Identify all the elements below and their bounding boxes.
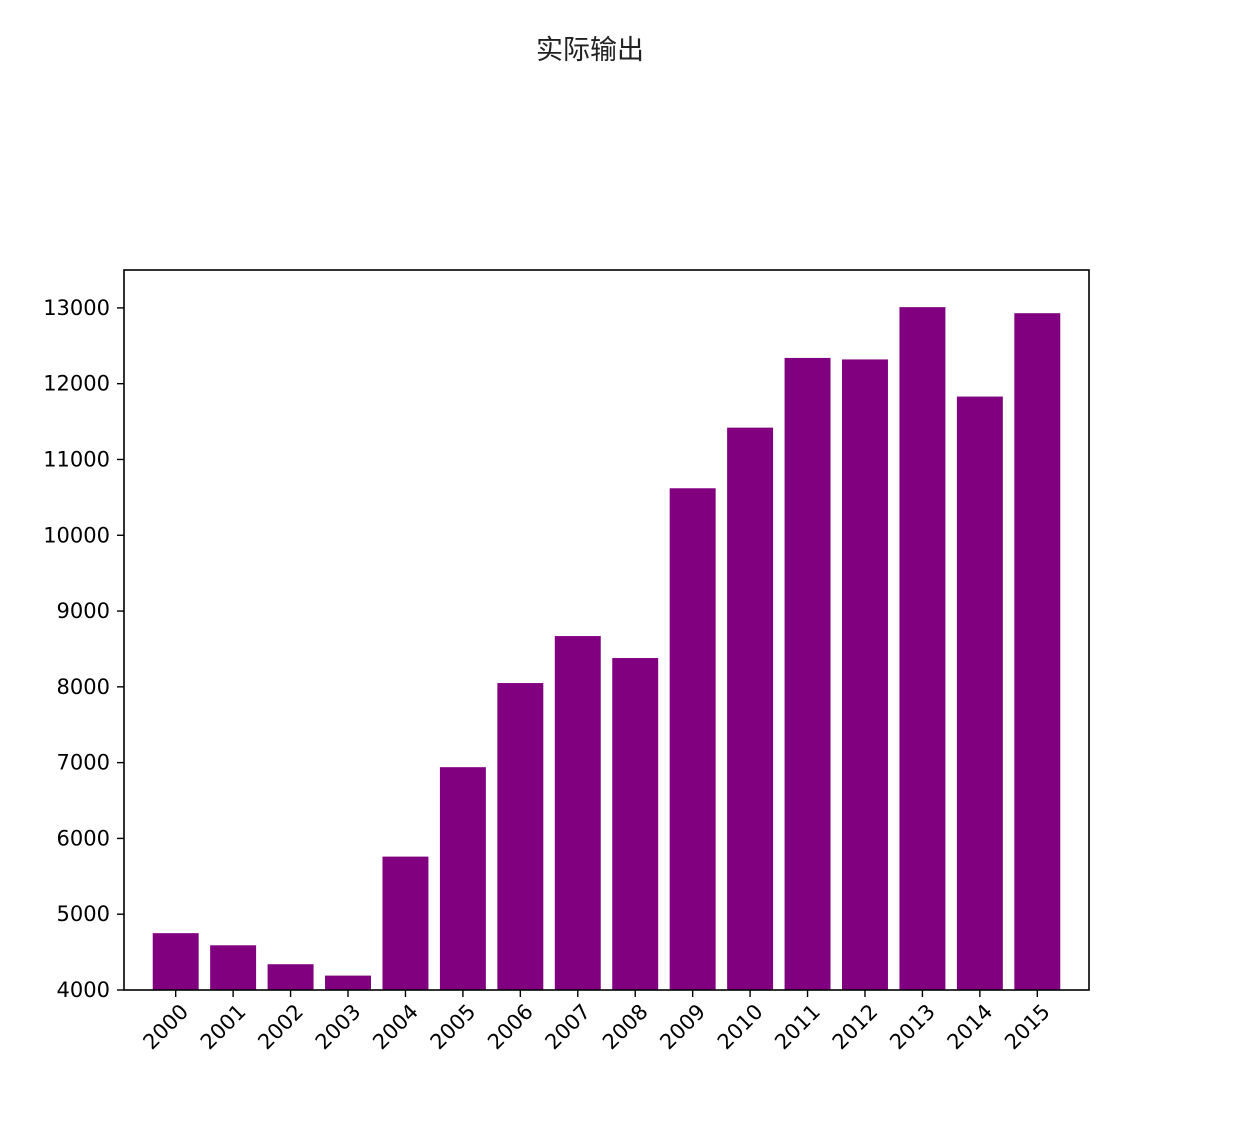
x-tick-label: 2003: [311, 1000, 366, 1055]
x-tick-label: 2010: [713, 1000, 768, 1055]
bar-2015: [1014, 313, 1061, 990]
y-axis: 4000 5000 6000 7000 8000 9000 10000 11000 12000 1…: [43, 296, 124, 1002]
y-tick-label: 8000: [57, 675, 110, 699]
bar-2003: [325, 975, 371, 990]
bar-2013: [899, 307, 946, 990]
x-tick-label: 2015: [1000, 1000, 1055, 1055]
bar-2005: [439, 767, 486, 990]
x-tick-label: 2001: [196, 1000, 251, 1055]
x-tick-label: 2000: [138, 1000, 193, 1055]
y-tick-label: 9000: [57, 599, 110, 623]
y-tick-label: 4000: [57, 978, 110, 1002]
bar-2002: [267, 964, 314, 990]
bar-2009: [669, 488, 716, 990]
x-tick-label: 2007: [540, 1000, 595, 1055]
y-tick-label: 7000: [57, 751, 110, 775]
y-tick-label: 6000: [57, 826, 110, 850]
x-tick-label: 2013: [885, 1000, 940, 1055]
bar-2004: [382, 856, 429, 990]
plot-frame: [123, 269, 1090, 991]
bars-layer: [152, 307, 1061, 990]
page-heading: 实际输出: [536, 35, 644, 66]
bar-2006: [497, 683, 544, 990]
x-axis: 2000 2001 2002 2003 2004 2005 2006 2007 2008 2009…: [138, 990, 1055, 1055]
bar-2010: [727, 427, 774, 990]
x-tick-label: 2014: [943, 1000, 998, 1055]
bar-2001: [210, 945, 257, 990]
bar-2011: [784, 357, 831, 990]
x-tick-label: 2002: [253, 1000, 308, 1055]
x-tick-label: 2006: [483, 1000, 538, 1055]
y-tick-label: 13000: [43, 296, 110, 320]
x-tick-label: 2012: [828, 1000, 883, 1055]
y-tick-label: 12000: [43, 372, 110, 396]
bar-2014: [956, 396, 1003, 990]
y-tick-label: 5000: [57, 902, 110, 926]
x-tick-label: 2004: [368, 1000, 423, 1055]
x-tick-label: 2008: [598, 1000, 653, 1055]
bar-2008: [612, 658, 659, 990]
bar-2007: [554, 636, 601, 990]
bar-2000: [152, 933, 199, 990]
x-tick-label: 2009: [655, 1000, 710, 1055]
bar-2012: [842, 359, 888, 990]
y-tick-label: 10000: [43, 523, 110, 547]
x-tick-label: 2005: [426, 1000, 481, 1055]
x-tick-label: 2011: [770, 1000, 825, 1055]
y-tick-label: 11000: [43, 447, 110, 471]
